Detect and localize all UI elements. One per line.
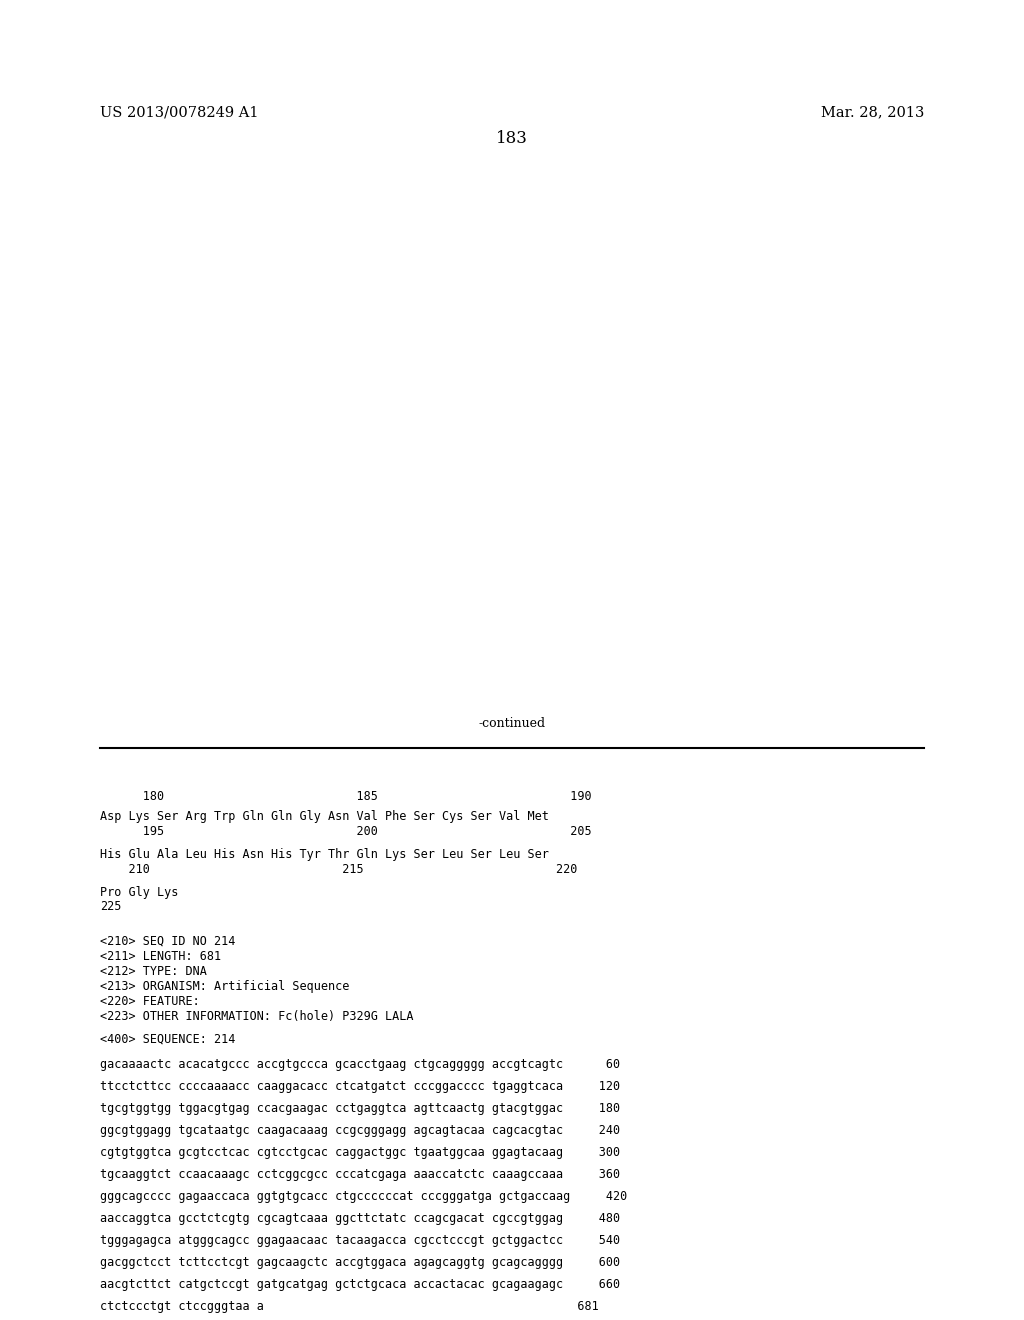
- Text: aaccaggtca gcctctcgtg cgcagtcaaa ggcttctatc ccagcgacat cgccgtggag     480: aaccaggtca gcctctcgtg cgcagtcaaa ggcttct…: [100, 1212, 621, 1225]
- Text: His Glu Ala Leu His Asn His Tyr Thr Gln Lys Ser Leu Ser Leu Ser: His Glu Ala Leu His Asn His Tyr Thr Gln …: [100, 847, 549, 861]
- Text: <220> FEATURE:: <220> FEATURE:: [100, 995, 200, 1008]
- Text: 225: 225: [100, 900, 122, 913]
- Text: ttcctcttcc ccccaaaacc caaggacacc ctcatgatct cccggacccc tgaggtcaca     120: ttcctcttcc ccccaaaacc caaggacacc ctcatga…: [100, 1080, 621, 1093]
- Text: US 2013/0078249 A1: US 2013/0078249 A1: [100, 106, 258, 119]
- Text: Mar. 28, 2013: Mar. 28, 2013: [820, 106, 924, 119]
- Text: cgtgtggtca gcgtcctcac cgtcctgcac caggactggc tgaatggcaa ggagtacaag     300: cgtgtggtca gcgtcctcac cgtcctgcac caggact…: [100, 1146, 621, 1159]
- Text: aacgtcttct catgctccgt gatgcatgag gctctgcaca accactacac gcagaagagc     660: aacgtcttct catgctccgt gatgcatgag gctctgc…: [100, 1278, 621, 1291]
- Text: 195                           200                           205: 195 200 205: [100, 825, 592, 838]
- Text: ctctccctgt ctccgggtaa a                                            681: ctctccctgt ctccgggtaa a 681: [100, 1300, 599, 1313]
- Text: <400> SEQUENCE: 214: <400> SEQUENCE: 214: [100, 1034, 236, 1045]
- Text: gggcagcccc gagaaccaca ggtgtgcacc ctgccccccat cccgggatga gctgaccaag     420: gggcagcccc gagaaccaca ggtgtgcacc ctgcccc…: [100, 1191, 628, 1203]
- Text: 183: 183: [496, 129, 528, 147]
- Text: 210                           215                           220: 210 215 220: [100, 863, 578, 876]
- Text: tgcgtggtgg tggacgtgag ccacgaagac cctgaggtca agttcaactg gtacgtggac     180: tgcgtggtgg tggacgtgag ccacgaagac cctgagg…: [100, 1102, 621, 1115]
- Text: ggcgtggagg tgcataatgc caagacaaag ccgcgggagg agcagtacaa cagcacgtac     240: ggcgtggagg tgcataatgc caagacaaag ccgcggg…: [100, 1125, 621, 1137]
- Text: tgggagagca atgggcagcc ggagaacaac tacaagacca cgcctcccgt gctggactcc     540: tgggagagca atgggcagcc ggagaacaac tacaaga…: [100, 1234, 621, 1247]
- Text: <212> TYPE: DNA: <212> TYPE: DNA: [100, 965, 207, 978]
- Text: -continued: -continued: [478, 717, 546, 730]
- Text: <211> LENGTH: 681: <211> LENGTH: 681: [100, 950, 221, 964]
- Text: gacggctcct tcttcctcgt gagcaagctc accgtggaca agagcaggtg gcagcagggg     600: gacggctcct tcttcctcgt gagcaagctc accgtgg…: [100, 1257, 621, 1269]
- Text: tgcaaggtct ccaacaaagc cctcggcgcc cccatcgaga aaaccatctc caaagccaaa     360: tgcaaggtct ccaacaaagc cctcggcgcc cccatcg…: [100, 1168, 621, 1181]
- Text: gacaaaactc acacatgccc accgtgccca gcacctgaag ctgcaggggg accgtcagtc      60: gacaaaactc acacatgccc accgtgccca gcacctg…: [100, 1059, 621, 1071]
- Text: <210> SEQ ID NO 214: <210> SEQ ID NO 214: [100, 935, 236, 948]
- Text: Pro Gly Lys: Pro Gly Lys: [100, 886, 178, 899]
- Text: <223> OTHER INFORMATION: Fc(hole) P329G LALA: <223> OTHER INFORMATION: Fc(hole) P329G …: [100, 1010, 414, 1023]
- Text: 180                           185                           190: 180 185 190: [100, 789, 592, 803]
- Text: Asp Lys Ser Arg Trp Gln Gln Gly Asn Val Phe Ser Cys Ser Val Met: Asp Lys Ser Arg Trp Gln Gln Gly Asn Val …: [100, 810, 549, 822]
- Text: <213> ORGANISM: Artificial Sequence: <213> ORGANISM: Artificial Sequence: [100, 979, 349, 993]
